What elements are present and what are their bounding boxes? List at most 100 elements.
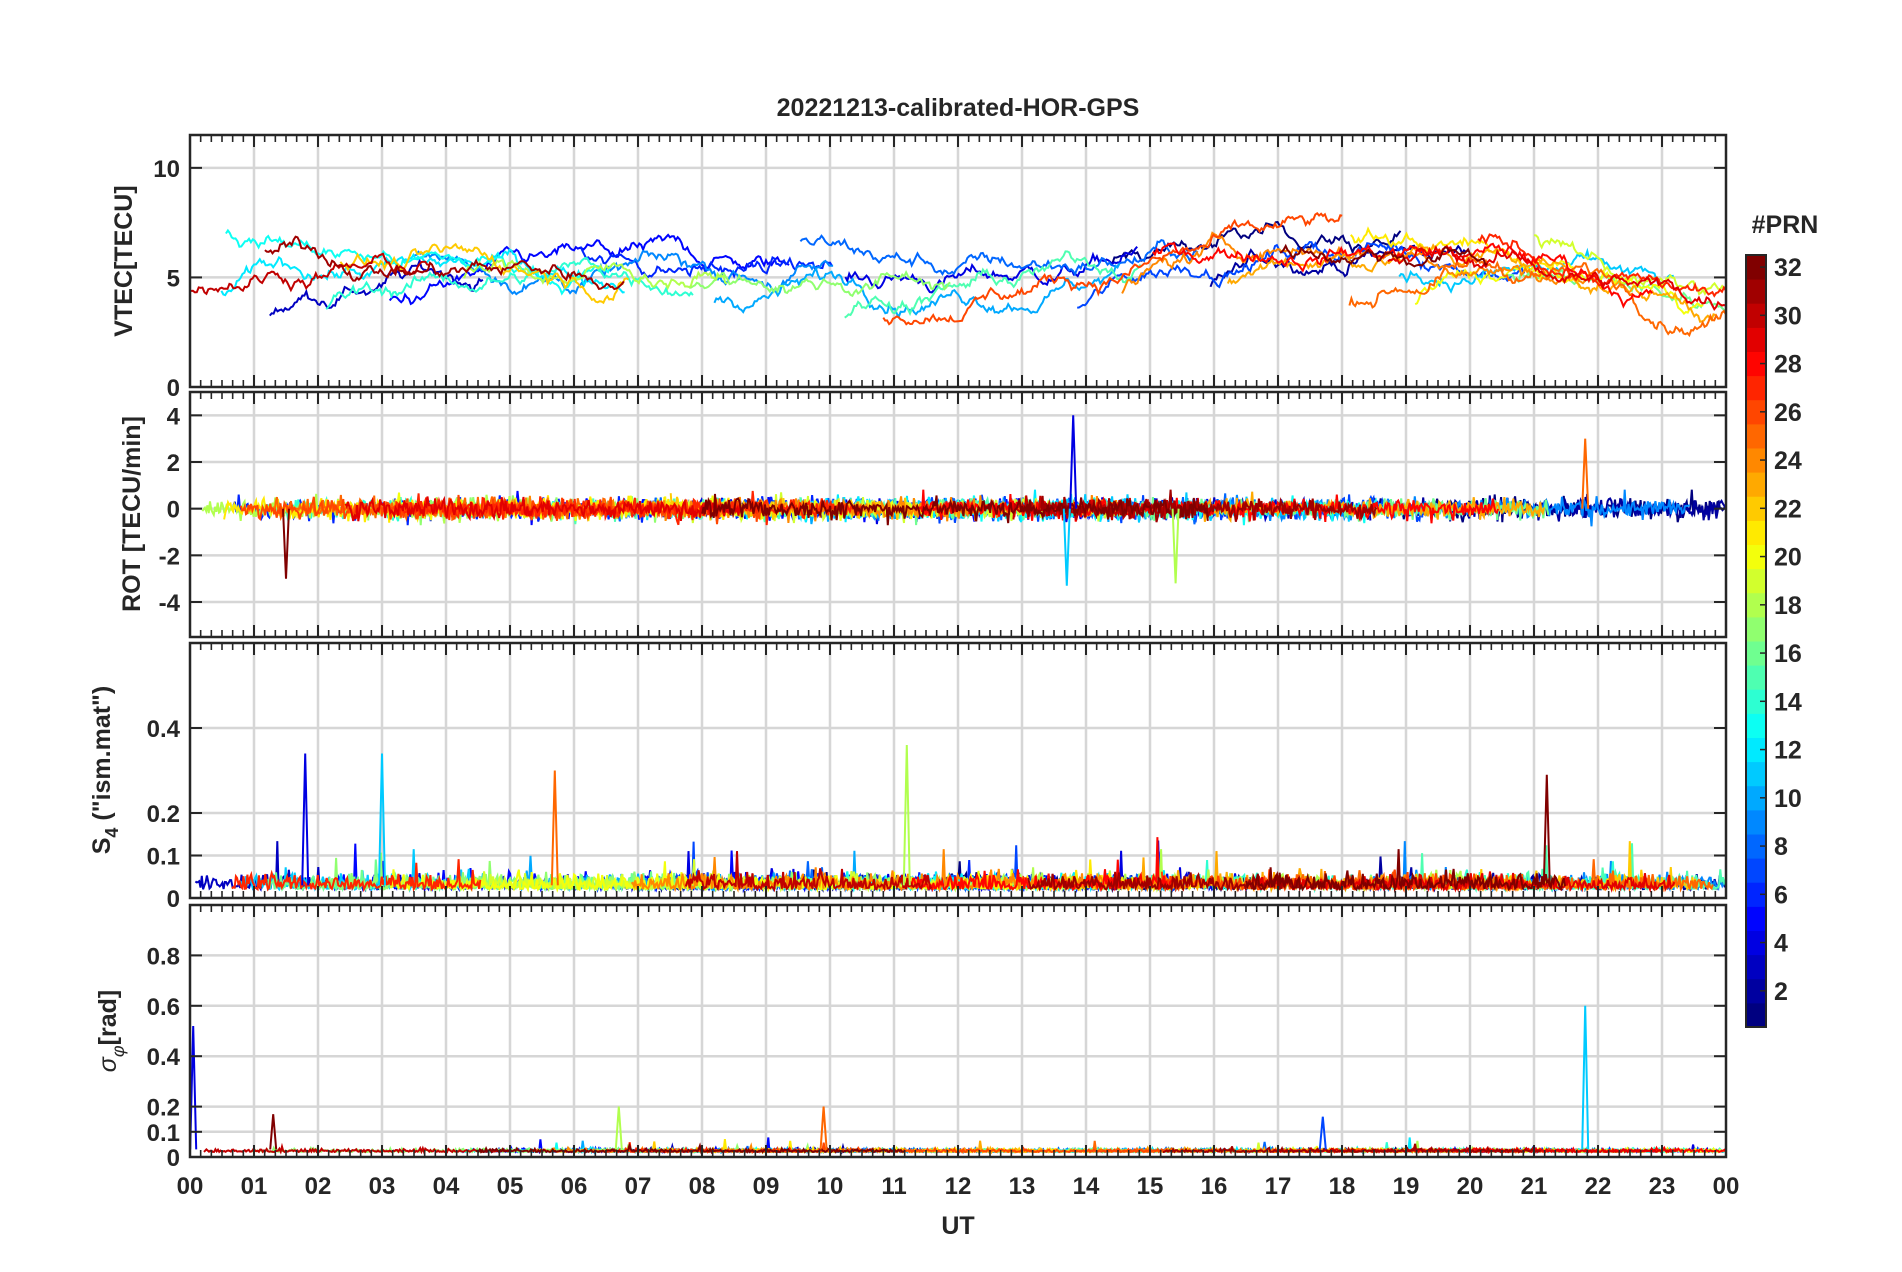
prn-series-line: [388, 233, 790, 306]
sigma-phi-panel: 00.10.2 0.4 0.6 0.8 σφ[rad]: [94, 903, 1728, 1172]
colorbar-tick-label: 30: [1774, 302, 1802, 330]
y-tick-label: 0.8: [147, 943, 180, 970]
peak-mark: [550, 770, 559, 886]
prn-series-line: [1256, 871, 1676, 893]
peak-mark: [1581, 1005, 1590, 1150]
peak-mark: [269, 1114, 278, 1150]
sigma-phi-ylabel: σφ[rad]: [94, 990, 128, 1072]
prn-series-line: [475, 1142, 905, 1155]
peak-mark: [282, 508, 290, 579]
x-tick-label: 14: [1073, 1173, 1100, 1200]
x-tick-label: 04: [433, 1173, 460, 1200]
prn-series-line: [190, 252, 430, 296]
x-tick-label: 11: [881, 1173, 906, 1200]
colorbar-block: [1746, 279, 1766, 304]
colorbar-block: [1746, 351, 1766, 377]
prn-series-line: [844, 250, 1142, 319]
colorbar-block: [1746, 423, 1766, 449]
colorbar-block: [1746, 544, 1766, 570]
prn-series-line: [1121, 231, 1599, 294]
prn-series-line: [1348, 255, 1726, 338]
colorbar-tick-label: 24: [1774, 447, 1802, 475]
colorbar-block: [1746, 954, 1766, 980]
prn-series-line: [463, 258, 728, 291]
prn-series-line: [799, 234, 1199, 277]
y-tick-label: 0.2: [147, 1095, 180, 1122]
colorbar-title: #PRN: [1752, 211, 1819, 239]
colorbar-tick-label: 32: [1774, 254, 1802, 282]
peak-mark: [1581, 438, 1590, 509]
x-tick-label: 07: [625, 1173, 652, 1200]
x-tick-label: 09: [753, 1173, 780, 1200]
x-tick-label: 21: [1521, 1173, 1548, 1200]
colorbar-block: [1746, 785, 1766, 811]
peak-mark: [301, 753, 310, 886]
colorbar-block: [1746, 834, 1766, 859]
x-tick-label: 18: [1329, 1173, 1356, 1200]
colorbar-tick-label: 4: [1774, 930, 1788, 958]
x-tick-label: 08: [689, 1173, 716, 1200]
colorbar-block: [1746, 520, 1766, 545]
x-tick-label: 00: [1713, 1173, 1740, 1200]
y-tick-label: 2: [167, 450, 180, 477]
peak-mark: [1062, 508, 1071, 586]
colorbar-tick-label: 16: [1774, 640, 1802, 668]
y-tick-label: 0.1: [147, 1120, 180, 1147]
x-tick-label: 19: [1393, 1173, 1420, 1200]
colorbar-block: [1746, 737, 1766, 763]
colorbar-block: [1746, 568, 1766, 594]
y-tick-label: 5: [167, 265, 180, 292]
colorbar-block: [1746, 303, 1766, 328]
colorbar-tick-label: 18: [1774, 592, 1802, 620]
rot-panel: -4 -2 0 2 4 ROT [TECU/min]: [118, 390, 1728, 639]
prn-series-line: [882, 211, 1343, 326]
y-tick-label: -2: [159, 543, 180, 570]
colorbar-block: [1746, 689, 1766, 714]
prn-series-line: [579, 246, 833, 279]
prn-series-line: [220, 248, 625, 297]
peak-mark: [1171, 508, 1180, 584]
peak-mark: [902, 744, 911, 886]
x-tick-label: 03: [369, 1173, 396, 1200]
y-tick-label: 4: [167, 403, 181, 430]
prn-series-line: [1152, 241, 1653, 309]
peak-mark: [614, 1106, 623, 1150]
prn-series-line: [1162, 1143, 1541, 1155]
figure-title: 20221213-calibrated-HOR-GPS: [777, 94, 1140, 122]
prn-series-line: [689, 269, 951, 298]
peak-mark: [1069, 415, 1078, 509]
colorbar-tick-label: 28: [1774, 351, 1802, 379]
colorbar-block: [1746, 882, 1766, 907]
colorbar-frame: [1745, 254, 1767, 1028]
vtec-ylabel: VTEC[TECU]: [110, 185, 138, 336]
colorbar-block: [1746, 665, 1766, 690]
y-tick-label: 0: [167, 497, 180, 524]
colorbar-block: [1746, 616, 1766, 642]
prn-series-line: [1226, 243, 1716, 323]
prn-series-line: [344, 495, 743, 522]
colorbar-block: [1746, 761, 1766, 787]
s4-panel: 0 0.1 0.2 0.4 S4 ("ism.mat"): [88, 641, 1728, 913]
x-tick-label: 12: [945, 1173, 972, 1200]
colorbar-tick-label: 8: [1774, 833, 1788, 861]
x-tick-label: 00: [177, 1173, 204, 1200]
x-tick-label: 20: [1457, 1173, 1484, 1200]
prn-series-line: [1245, 849, 1566, 894]
x-tick-label: 01: [241, 1173, 268, 1200]
colorbar-block: [1746, 1002, 1766, 1028]
colorbar-block: [1746, 399, 1766, 425]
y-tick-label: 0.2: [147, 801, 180, 828]
colorbar-tick-label: 6: [1774, 881, 1788, 909]
x-tick-label: 06: [561, 1173, 588, 1200]
x-tick-label: 05: [497, 1173, 524, 1200]
colorbar-block: [1746, 327, 1766, 352]
x-tick-label: 13: [1009, 1173, 1036, 1200]
prn-series-line: [1398, 247, 1674, 294]
colorbar-block: [1746, 255, 1766, 280]
prn-series-line: [701, 493, 1209, 526]
prn-series-line: [1027, 871, 1300, 894]
colorbar-block: [1746, 375, 1766, 401]
colorbar-tick-label: 10: [1774, 785, 1802, 813]
colorbar-block: [1746, 448, 1766, 473]
